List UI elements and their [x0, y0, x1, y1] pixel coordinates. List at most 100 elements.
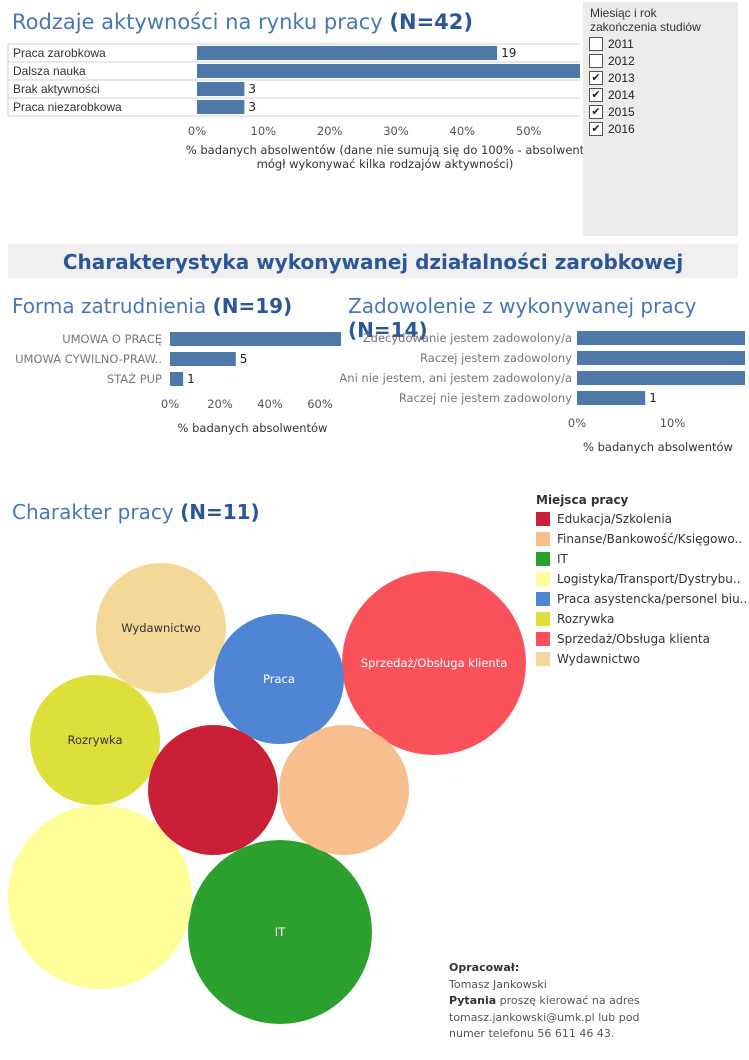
chart3-value-label: 1 [649, 391, 657, 405]
section-band [8, 244, 738, 278]
chart2-title-text: Forma zatrudnienia [12, 294, 207, 318]
legend-item-it[interactable]: IT [536, 551, 568, 567]
chart1-bar[interactable] [197, 64, 580, 78]
chart2-value-label: 1 [187, 372, 195, 386]
legend-label: Edukacja/Szkolenia [557, 512, 673, 526]
year-filter-option-2012[interactable]: 2012 [589, 53, 635, 69]
chart3-category-label: Ani nie jestem, ani jestem zadowolony/a [340, 371, 572, 385]
legend-label: Wydawnictwo [557, 652, 640, 666]
chart1-bar[interactable] [197, 82, 245, 96]
chart2-tick-label: 0% [161, 397, 179, 411]
chart2-category-label: UMOWA O PRACĘ [62, 332, 162, 346]
chart3-category-label: Raczej jestem zadowolony [420, 351, 572, 365]
legend-item-sprzedaz-obs-uga-klienta[interactable]: Sprzedaż/Obsługa klienta [536, 631, 710, 647]
bubble-edukacja-szkolenia[interactable] [148, 725, 278, 855]
chart2-tick-label: 60% [307, 397, 333, 411]
chart3-tick-label: 10% [660, 416, 686, 430]
bubble-label: IT [275, 925, 286, 939]
chart2-bar[interactable] [170, 352, 236, 366]
chart2-tick-label: 40% [257, 397, 283, 411]
legend-title: Miejsca pracy [536, 493, 629, 507]
chart2-value-label: 5 [240, 352, 248, 366]
footer-phone: numer telefonu 56 611 46 43. [449, 1027, 615, 1040]
chart1-title: Rodzaje aktywności na rynku pracy (N=42) [12, 10, 473, 34]
chart1-xlabel: % badanych absolwentów (dane nie sumują … [185, 143, 585, 171]
bubble-finanse-bankowosc-ksiegowo[interactable] [279, 725, 409, 855]
legend-item-logistyka-transport-dystrybu[interactable]: Logistyka/Transport/Dystrybu.. [536, 571, 741, 587]
checkbox-unchecked-icon[interactable] [589, 37, 603, 51]
footer-questions-text: proszę kierować na adres [496, 994, 640, 1007]
chart2-category-label: UMOWA CYWILNO-PRAW.. [15, 352, 162, 366]
chart1-category-label: Praca niezarobkowa [13, 100, 122, 114]
chart1-value-label: 19 [501, 46, 516, 60]
chart2-bar[interactable] [170, 332, 342, 346]
chart1-bar[interactable] [197, 100, 245, 114]
chart2-title-n: (N=19) [212, 294, 293, 318]
chart2-tick-label: 20% [207, 397, 233, 411]
chart3-bar[interactable] [577, 371, 745, 385]
bubble-rozrywka[interactable] [30, 675, 160, 805]
legend-swatch [536, 572, 550, 586]
legend-swatch [536, 652, 550, 666]
chart3-category-label: Zdecydowanie jestem zadowolony/a [363, 331, 572, 345]
checkbox-checked-icon[interactable]: ✔ [589, 122, 603, 136]
bubble-sprzedaz-obs-uga-klienta[interactable] [342, 571, 526, 755]
chart1-title-text: Rodzaje aktywności na rynku pracy [12, 10, 383, 34]
legend-swatch [536, 532, 550, 546]
chart1-category-label: Praca zarobkowa [13, 46, 106, 60]
year-filter-option-label: 2012 [608, 54, 635, 68]
bubble-it[interactable] [188, 840, 372, 1024]
checkbox-checked-icon[interactable]: ✔ [589, 71, 603, 85]
year-filter-option-label: 2013 [608, 71, 635, 85]
bubble-label: Sprzedaż/Obsługa klienta [361, 656, 508, 670]
chart2-title: Forma zatrudnienia (N=19) [12, 294, 292, 318]
legend-item-praca-asystencka-personel-biu[interactable]: Praca asystencka/personel biu.. [536, 591, 747, 607]
checkbox-checked-icon[interactable]: ✔ [589, 88, 603, 102]
legend-label: Praca asystencka/personel biu.. [557, 592, 748, 606]
legend-item-wydawnictwo[interactable]: Wydawnictwo [536, 651, 640, 667]
chart4-title: Charakter pracy (N=11) [12, 500, 260, 524]
chart3-title-n: (N=14) [348, 318, 428, 342]
chart4-title-n: (N=11) [180, 500, 260, 524]
legend-label: Sprzedaż/Obsługa klienta [557, 632, 710, 646]
legend-label: Rozrywka [557, 612, 615, 626]
legend-item-edukacja-szkolenia[interactable]: Edukacja/Szkolenia [536, 511, 672, 527]
chart2-category-label: STAŻ PUP [107, 371, 162, 386]
section-title: Charakterystyka wykonywanej działalności… [62, 250, 684, 274]
checkbox-checked-icon[interactable]: ✔ [589, 105, 603, 119]
legend-swatch [536, 512, 550, 526]
year-filter-title-line2: zakończenia studiów [590, 20, 701, 34]
chart2-bar[interactable] [170, 372, 184, 386]
bubble-wydawnictwo[interactable] [96, 563, 226, 693]
year-filter-option-label: 2015 [608, 105, 635, 119]
chart1-tick-label: 40% [450, 124, 476, 138]
chart1-tick-label: 30% [383, 124, 409, 138]
legend-swatch [536, 612, 550, 626]
year-filter-option-2015[interactable]: ✔ 2015 [589, 104, 635, 120]
bubble-label: Praca [263, 672, 295, 686]
chart3-bar[interactable] [577, 351, 745, 365]
chart3-title: Zadowolenie z wykonywanej pracy (N=14) [348, 294, 749, 342]
chart3-bar[interactable] [577, 391, 646, 405]
chart4-title-text: Charakter pracy [12, 500, 174, 524]
bubble-praca-asystencka-personel-biu[interactable] [214, 614, 344, 744]
chart1-xlabel-line2: mógł wykonywać kilka rodzajów aktywności… [256, 157, 514, 171]
bubble-logistyka-transport-dystrybu[interactable] [8, 805, 192, 989]
year-filter-option-2011[interactable]: 2011 [589, 36, 634, 52]
year-filter-option-label: 2016 [608, 122, 635, 136]
footer-email[interactable]: tomasz.jankowski@umk.pl lub pod [449, 1010, 640, 1024]
legend-item-finanse-bankowosc-ksiegowo[interactable]: Finanse/Bankowość/Księgowo.. [536, 531, 742, 547]
year-filter-option-2014[interactable]: ✔ 2014 [589, 87, 635, 103]
checkbox-unchecked-icon[interactable] [589, 54, 603, 68]
chart3-bar[interactable] [577, 331, 745, 345]
chart2-xlabel: % badanych absolwentów [177, 421, 328, 435]
chart1-bar[interactable] [197, 46, 498, 60]
chart2-plot: UMOWA O PRACĘ13UMOWA CYWILNO-PRAW..5STAŻ… [15, 332, 342, 411]
bubble-label: Rozrywka [68, 733, 123, 747]
year-filter-title-line1: Miesiąc i rok [590, 6, 657, 20]
year-filter-option-2016[interactable]: ✔ 2016 [589, 121, 635, 137]
chart1-value-label: 3 [248, 82, 256, 96]
legend-item-rozrywka[interactable]: Rozrywka [536, 611, 614, 627]
year-filter-option-2013[interactable]: ✔ 2013 [589, 70, 635, 86]
